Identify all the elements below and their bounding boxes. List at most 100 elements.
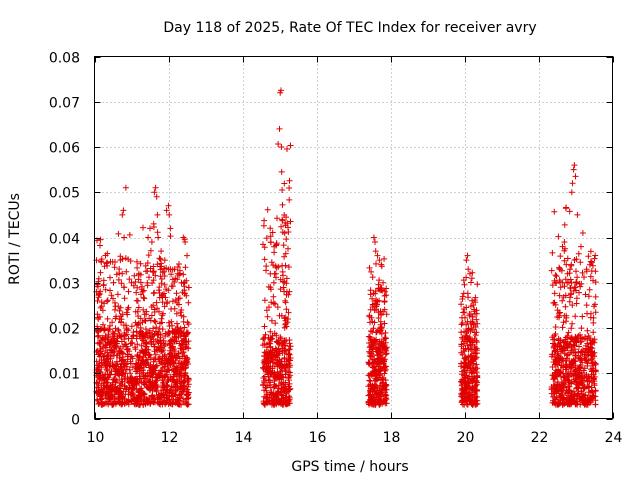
data-point bbox=[95, 366, 102, 373]
data-point bbox=[382, 397, 389, 404]
data-point bbox=[151, 331, 158, 338]
data-point bbox=[382, 363, 389, 370]
data-point bbox=[162, 373, 169, 380]
data-point bbox=[562, 389, 569, 396]
data-point bbox=[281, 279, 288, 286]
data-point bbox=[111, 306, 118, 313]
data-point bbox=[560, 374, 567, 381]
data-point bbox=[164, 360, 171, 367]
data-point bbox=[124, 351, 131, 358]
data-point bbox=[155, 234, 162, 241]
data-point bbox=[270, 279, 277, 286]
data-point bbox=[153, 346, 160, 353]
data-point bbox=[551, 389, 558, 396]
data-point bbox=[159, 326, 166, 333]
data-point bbox=[573, 300, 580, 307]
data-point bbox=[151, 306, 158, 313]
data-point bbox=[102, 334, 109, 341]
data-point bbox=[271, 352, 278, 359]
data-point bbox=[564, 352, 571, 359]
data-point bbox=[579, 269, 586, 276]
data-point bbox=[381, 299, 388, 305]
data-point bbox=[266, 304, 272, 311]
data-point bbox=[179, 388, 185, 395]
data-point bbox=[261, 340, 268, 347]
data-point bbox=[557, 397, 564, 404]
data-point bbox=[152, 373, 159, 380]
data-point bbox=[100, 281, 107, 288]
data-point bbox=[590, 329, 597, 336]
data-point bbox=[282, 367, 289, 374]
y-tick-label: 0.06 bbox=[49, 141, 80, 157]
data-point bbox=[282, 250, 289, 257]
data-point bbox=[471, 373, 477, 380]
data-point bbox=[156, 255, 163, 262]
data-point bbox=[278, 223, 285, 230]
data-point bbox=[383, 350, 390, 357]
data-point bbox=[575, 250, 582, 257]
data-point bbox=[121, 234, 128, 241]
data-point bbox=[551, 395, 558, 402]
data-point bbox=[552, 331, 559, 337]
data-point bbox=[461, 384, 468, 391]
data-point bbox=[466, 393, 473, 400]
data-point bbox=[592, 279, 599, 286]
data-point bbox=[172, 297, 179, 303]
data-point bbox=[166, 211, 173, 218]
data-point bbox=[166, 330, 173, 337]
data-point bbox=[559, 324, 566, 331]
data-point bbox=[589, 262, 596, 269]
data-point bbox=[576, 365, 583, 372]
data-point bbox=[381, 391, 388, 398]
data-point bbox=[549, 249, 556, 256]
data-point bbox=[119, 367, 126, 373]
data-point bbox=[373, 329, 380, 336]
data-point bbox=[143, 268, 149, 275]
data-point bbox=[140, 358, 147, 365]
data-point bbox=[140, 294, 147, 301]
data-point bbox=[367, 328, 374, 334]
data-point bbox=[463, 257, 470, 264]
data-point bbox=[178, 307, 185, 313]
data-point bbox=[170, 346, 177, 353]
data-point bbox=[104, 362, 111, 369]
data-point bbox=[274, 363, 281, 370]
data-point bbox=[562, 366, 569, 373]
data-point bbox=[171, 352, 178, 359]
data-point bbox=[137, 400, 144, 407]
data-point bbox=[135, 270, 142, 277]
data-point bbox=[103, 260, 110, 267]
data-point bbox=[123, 331, 130, 338]
data-point bbox=[108, 292, 115, 299]
data-point bbox=[589, 360, 596, 367]
data-point bbox=[121, 375, 128, 382]
data-point bbox=[111, 395, 118, 402]
data-point bbox=[564, 255, 571, 262]
data-point bbox=[117, 345, 124, 352]
data-points bbox=[93, 87, 599, 408]
data-point bbox=[185, 299, 192, 306]
data-point bbox=[180, 280, 187, 287]
data-point bbox=[121, 284, 128, 291]
data-point bbox=[160, 340, 167, 347]
data-point bbox=[169, 322, 175, 329]
data-point bbox=[267, 233, 274, 240]
data-point bbox=[562, 303, 569, 310]
x-tick-labels: 10 12 14 16 18 20 22 24 bbox=[87, 430, 623, 446]
data-point bbox=[377, 365, 384, 372]
data-point bbox=[157, 273, 164, 280]
data-point bbox=[115, 371, 122, 378]
data-point bbox=[572, 348, 578, 355]
data-point bbox=[161, 303, 168, 310]
data-point bbox=[152, 351, 159, 358]
data-point bbox=[133, 328, 140, 335]
data-point bbox=[150, 220, 157, 227]
data-point bbox=[552, 360, 559, 367]
data-point bbox=[156, 284, 163, 291]
data-point bbox=[282, 320, 289, 327]
data-point bbox=[183, 357, 190, 364]
data-point bbox=[114, 291, 121, 298]
data-point bbox=[122, 184, 129, 191]
data-point bbox=[568, 290, 575, 297]
data-point bbox=[584, 362, 591, 369]
